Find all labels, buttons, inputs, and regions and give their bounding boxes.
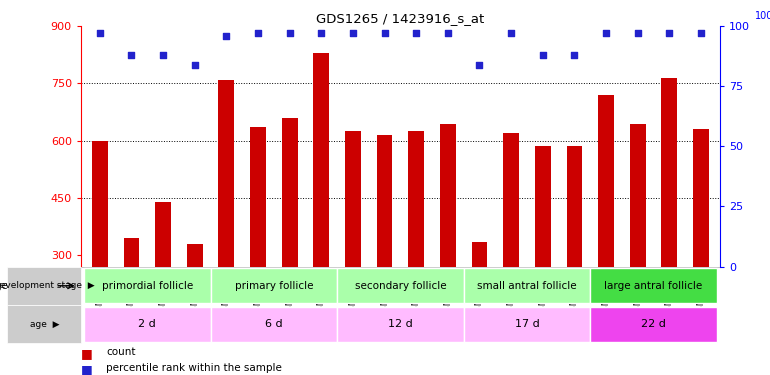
Point [600,30,612,36]
Bar [313,53,330,267]
Text: age  ▶: age ▶ [30,320,59,329]
Bar [337,268,464,303]
Bar [630,123,645,267]
Bar [123,238,139,267]
Text: ■: ■ [81,347,92,360]
Point [695,30,707,36]
Bar [591,307,717,342]
Text: development stage: development stage [0,281,8,291]
Point [442,30,454,36]
Point [537,52,549,58]
Point [315,30,327,36]
Bar [591,268,717,303]
Point [346,30,359,36]
Point [220,33,233,39]
Bar [84,307,210,342]
Point [126,52,138,58]
Bar [471,242,487,267]
Bar [210,307,337,342]
Title: GDS1265 / 1423916_s_at: GDS1265 / 1423916_s_at [316,12,484,25]
Point [283,30,296,36]
Bar [250,128,266,267]
Point [474,62,486,68]
Bar [464,307,591,342]
Bar [210,268,337,303]
FancyBboxPatch shape [8,267,81,305]
Point [631,30,644,36]
Text: primary follicle: primary follicle [235,281,313,291]
Bar [282,118,297,267]
Bar [345,131,361,267]
Text: large antral follicle: large antral follicle [604,281,703,291]
FancyBboxPatch shape [8,305,81,344]
Text: ■: ■ [81,363,92,375]
Bar [92,141,108,267]
Point [157,52,169,58]
Text: 100%: 100% [755,12,770,21]
Bar [408,131,424,267]
Text: percentile rank within the sample: percentile rank within the sample [106,363,283,373]
Text: 6 d: 6 d [265,319,283,329]
Bar [693,129,709,267]
Bar [156,202,171,267]
Text: 2 d: 2 d [139,319,156,329]
Bar [337,307,464,342]
Text: secondary follicle: secondary follicle [355,281,446,291]
Bar [464,268,591,303]
Bar [187,244,203,267]
Text: count: count [106,347,136,357]
Bar [504,133,519,267]
Bar [84,268,210,303]
Point [568,52,581,58]
Bar [661,78,678,267]
Bar [377,135,393,267]
Text: primordial follicle: primordial follicle [102,281,193,291]
Point [189,62,201,68]
Point [94,30,106,36]
Text: 17 d: 17 d [514,319,539,329]
Point [378,30,390,36]
Point [410,30,423,36]
Text: 22 d: 22 d [641,319,666,329]
Bar [219,80,234,267]
Bar [535,146,551,267]
Bar [598,95,614,267]
Bar [567,146,582,267]
Text: 12 d: 12 d [388,319,413,329]
Point [663,30,675,36]
Point [252,30,264,36]
Text: small antral follicle: small antral follicle [477,281,577,291]
Text: development stage  ▶: development stage ▶ [0,281,95,290]
Point [505,30,517,36]
Bar [440,123,456,267]
